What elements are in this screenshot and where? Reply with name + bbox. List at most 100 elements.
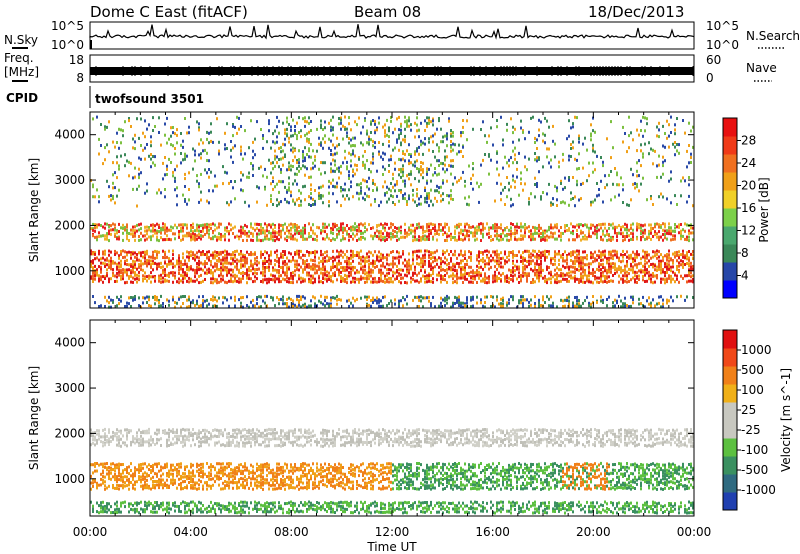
noise-right-label: N.Search: [746, 29, 800, 43]
heatmap-cell: [340, 261, 342, 265]
heatmap-cell: [514, 254, 516, 257]
heatmap-cell: [264, 250, 266, 254]
heatmap-cell: [150, 265, 152, 269]
heatmap-cell: [134, 147, 136, 151]
heatmap-cell: [388, 164, 390, 167]
heatmap-cell: [286, 200, 288, 204]
heatmap-cell: [508, 250, 510, 254]
heatmap-cell: [398, 280, 400, 284]
heatmap-cell: [608, 270, 610, 274]
heatmap-cell: [328, 146, 330, 150]
heatmap-cell: [320, 123, 322, 127]
heatmap-cell: [392, 223, 394, 227]
heatmap-cell: [312, 276, 314, 280]
heatmap-cell: [482, 279, 484, 283]
heatmap-cell: [352, 149, 354, 153]
heatmap-cell: [350, 262, 352, 266]
heatmap-cell: [500, 297, 502, 301]
heatmap-cell: [410, 170, 412, 174]
heatmap-cell: [590, 226, 592, 230]
heatmap-cell: [406, 174, 408, 178]
heatmap-cell: [480, 231, 482, 235]
heatmap-cell: [340, 280, 342, 283]
heatmap-cell: [604, 277, 606, 281]
heatmap-cell: [500, 265, 502, 269]
heatmap-cell: [138, 274, 140, 278]
heatmap-cell: [308, 235, 310, 239]
heatmap-cell: [232, 160, 234, 164]
heatmap-cell: [692, 280, 694, 284]
heatmap-cell: [692, 238, 694, 242]
heatmap-cell: [496, 119, 498, 122]
heatmap-cell: [318, 265, 320, 269]
heatmap-cell: [418, 170, 420, 174]
heatmap-cell: [684, 298, 686, 302]
heatmap-cell: [342, 161, 344, 165]
heatmap-cell: [300, 129, 302, 133]
heatmap-cell: [654, 254, 656, 258]
heatmap-cell: [644, 259, 646, 263]
heatmap-cell: [164, 225, 166, 229]
heatmap-cell: [328, 259, 330, 262]
heatmap-cell: [266, 260, 268, 263]
heatmap-cell: [230, 279, 232, 283]
heatmap-cell: [678, 254, 680, 258]
heatmap-cell: [226, 269, 228, 273]
heatmap-cell: [616, 250, 618, 254]
heatmap-cell: [508, 232, 510, 236]
heatmap-cell: [198, 266, 200, 270]
heatmap-cell: [192, 167, 194, 171]
heatmap-cell: [182, 237, 184, 241]
heatmap-cell: [394, 262, 396, 266]
heatmap-cell: [240, 263, 242, 267]
heatmap-cell: [452, 134, 454, 138]
heatmap-cell: [478, 228, 480, 232]
heatmap-cell: [150, 235, 152, 239]
heatmap-cell: [680, 259, 682, 263]
heatmap-cell: [406, 265, 408, 269]
heatmap-cell: [296, 172, 298, 176]
heatmap-cell: [512, 261, 514, 265]
heatmap-cell: [216, 278, 218, 282]
heatmap-cell: [488, 172, 490, 176]
heatmap-cell: [188, 265, 190, 269]
heatmap-cell: [298, 204, 300, 207]
heatmap-cell: [398, 157, 400, 161]
heatmap-cell: [418, 271, 420, 275]
heatmap-cell: [348, 266, 350, 270]
heatmap-cell: [324, 304, 326, 308]
heatmap-cell: [288, 223, 290, 227]
heatmap-cell: [592, 149, 594, 153]
heatmap-cell: [196, 179, 198, 183]
heatmap-cell: [116, 279, 118, 283]
heatmap-cell: [414, 238, 416, 242]
heatmap-cell: [484, 263, 486, 267]
heatmap-cell: [148, 274, 150, 278]
heatmap-cell: [452, 301, 454, 305]
heatmap-cell: [184, 177, 186, 181]
heatmap-cell: [532, 281, 534, 284]
heatmap-cell: [648, 229, 650, 233]
heatmap-cell: [340, 228, 342, 232]
heatmap-cell: [646, 261, 648, 265]
heatmap-cell: [164, 261, 166, 265]
heatmap-cell: [360, 237, 362, 241]
heatmap-cell: [268, 262, 270, 266]
heatmap-cell: [342, 237, 344, 241]
heatmap-cell: [568, 274, 570, 278]
heatmap-cell: [384, 277, 386, 281]
heatmap-cell: [324, 126, 326, 130]
heatmap-cell: [350, 228, 352, 232]
heatmap-cell: [432, 237, 434, 241]
heatmap-cell: [302, 253, 304, 257]
heatmap-cell: [312, 149, 314, 153]
heatmap-cell: [496, 229, 498, 233]
heatmap-cell: [92, 227, 94, 231]
heatmap-cell: [126, 268, 128, 272]
heatmap-cell: [446, 267, 448, 271]
heatmap-cell: [442, 275, 444, 279]
heatmap-cell: [208, 235, 210, 239]
heatmap-cell: [506, 274, 508, 278]
heatmap-cell: [308, 149, 310, 153]
heatmap-cell: [428, 167, 430, 171]
